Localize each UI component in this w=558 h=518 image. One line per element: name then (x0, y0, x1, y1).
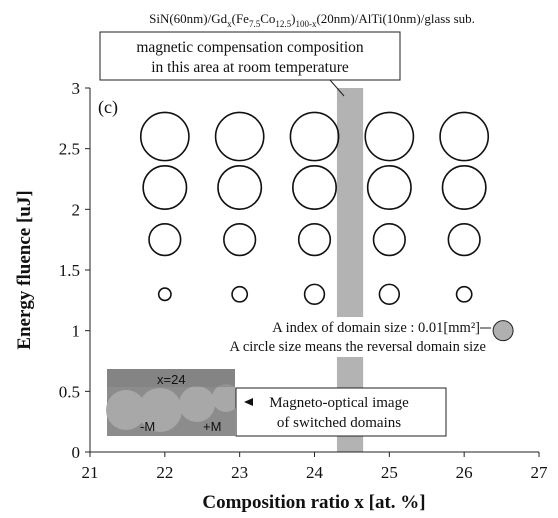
domain-size-circle (142, 165, 188, 210)
domain-size-circle (223, 223, 257, 257)
domain-size-circle (231, 285, 249, 303)
x-axis-label: Composition ratio x [at. %] (202, 492, 425, 513)
image-annotation-box (235, 387, 447, 437)
y-tick-label: 3 (72, 79, 81, 98)
image-annotation-arrow-icon (244, 398, 253, 406)
compensation-annotation-line-1: magnetic compensation composition (136, 39, 364, 56)
y-tick-label: 0 (72, 443, 81, 462)
compensation-annotation-pointer (329, 79, 345, 97)
domain-size-circle (297, 223, 332, 257)
x-tick-label: 24 (306, 463, 324, 482)
mo-domain-2 (138, 388, 182, 432)
domain-size-circle (214, 111, 265, 162)
y-tick-label: 1.5 (59, 261, 80, 280)
index-marker-circle (492, 320, 514, 342)
index-annotation-line-2: A circle size means the reversal domain … (230, 339, 486, 355)
mo-domain-1 (106, 390, 146, 430)
x-tick-label: 23 (231, 463, 248, 482)
y-tick-label: 1 (72, 322, 81, 341)
x-tick-label: 21 (82, 463, 99, 482)
image-annotation-line-2: of switched domains (277, 415, 401, 431)
domain-size-circle (148, 223, 182, 257)
mo-domain-4 (212, 384, 240, 412)
index-annotation: A index of domain size : 0.01[mm²] A cir… (178, 317, 514, 357)
y-axis-label: Energy fluence [uJ] (14, 190, 35, 349)
title-part-1: SiN(60nm)/Gd (149, 11, 228, 26)
title-sub-4: 100-x (295, 19, 316, 29)
title-sub-3: 12.5 (275, 19, 291, 29)
x-tick-label: 27 (531, 463, 549, 482)
x-tick-label: 26 (456, 463, 473, 482)
mo-inset-shade (107, 369, 235, 387)
title-part-5: (20nm)/AlTi(10nm)/glass sub. (316, 11, 474, 26)
y-ticks: 0 0.5 1 1.5 2 2.5 3 (59, 79, 90, 462)
compensation-annotation: magnetic compensation composition in thi… (99, 31, 401, 97)
chart-title: SiN(60nm)/Gdx(Fe7.5Co12.5)100-x(20nm)/Al… (149, 11, 475, 29)
mo-minus-label: -M (140, 419, 155, 434)
y-tick-label: 0.5 (59, 382, 80, 401)
domain-size-circle (366, 165, 412, 210)
panel-label: (c) (98, 97, 118, 118)
mo-domain-3 (179, 386, 215, 422)
compensation-annotation-line-2: in this area at room temperature (151, 59, 349, 76)
mo-inset-image: x=24 -M +M (106, 369, 240, 436)
title-part-2: (Fe (232, 11, 250, 26)
image-annotation: Magneto-optical image of switched domain… (235, 387, 447, 437)
image-annotation-line-1: Magneto-optical image (269, 395, 409, 411)
domain-size-circle (447, 223, 481, 257)
domain-size-circle (364, 111, 415, 162)
domain-size-circle (292, 165, 337, 210)
domain-size-circle (378, 283, 401, 305)
domain-size-circle (455, 285, 473, 303)
domain-size-circle (289, 111, 340, 162)
data-circles (139, 111, 490, 305)
domain-size-circle (303, 283, 326, 305)
index-annotation-background (178, 317, 490, 357)
domain-size-circle (157, 287, 172, 302)
x-ticks: 21 22 23 24 25 26 27 (82, 452, 549, 482)
index-annotation-line-1: A index of domain size : 0.01[mm²] (272, 320, 480, 336)
domain-size-circle (217, 165, 263, 210)
y-tick-label: 2.5 (59, 140, 80, 159)
x-tick-label: 25 (381, 463, 398, 482)
domain-size-circle (439, 111, 490, 162)
title-part-3: Co (260, 11, 275, 26)
title-sub-1: x (227, 19, 232, 29)
domain-size-circle (372, 223, 406, 257)
title-sub-2: 7.5 (249, 19, 261, 29)
mo-inset-label: x=24 (157, 372, 186, 387)
y-tick-label: 2 (72, 200, 81, 219)
domain-size-circle (441, 165, 487, 210)
title-part-4: ) (291, 11, 295, 26)
domain-size-circle (139, 111, 190, 162)
compensation-annotation-box (99, 31, 401, 81)
x-tick-label: 22 (156, 463, 173, 482)
mo-plus-label: +M (203, 419, 221, 434)
